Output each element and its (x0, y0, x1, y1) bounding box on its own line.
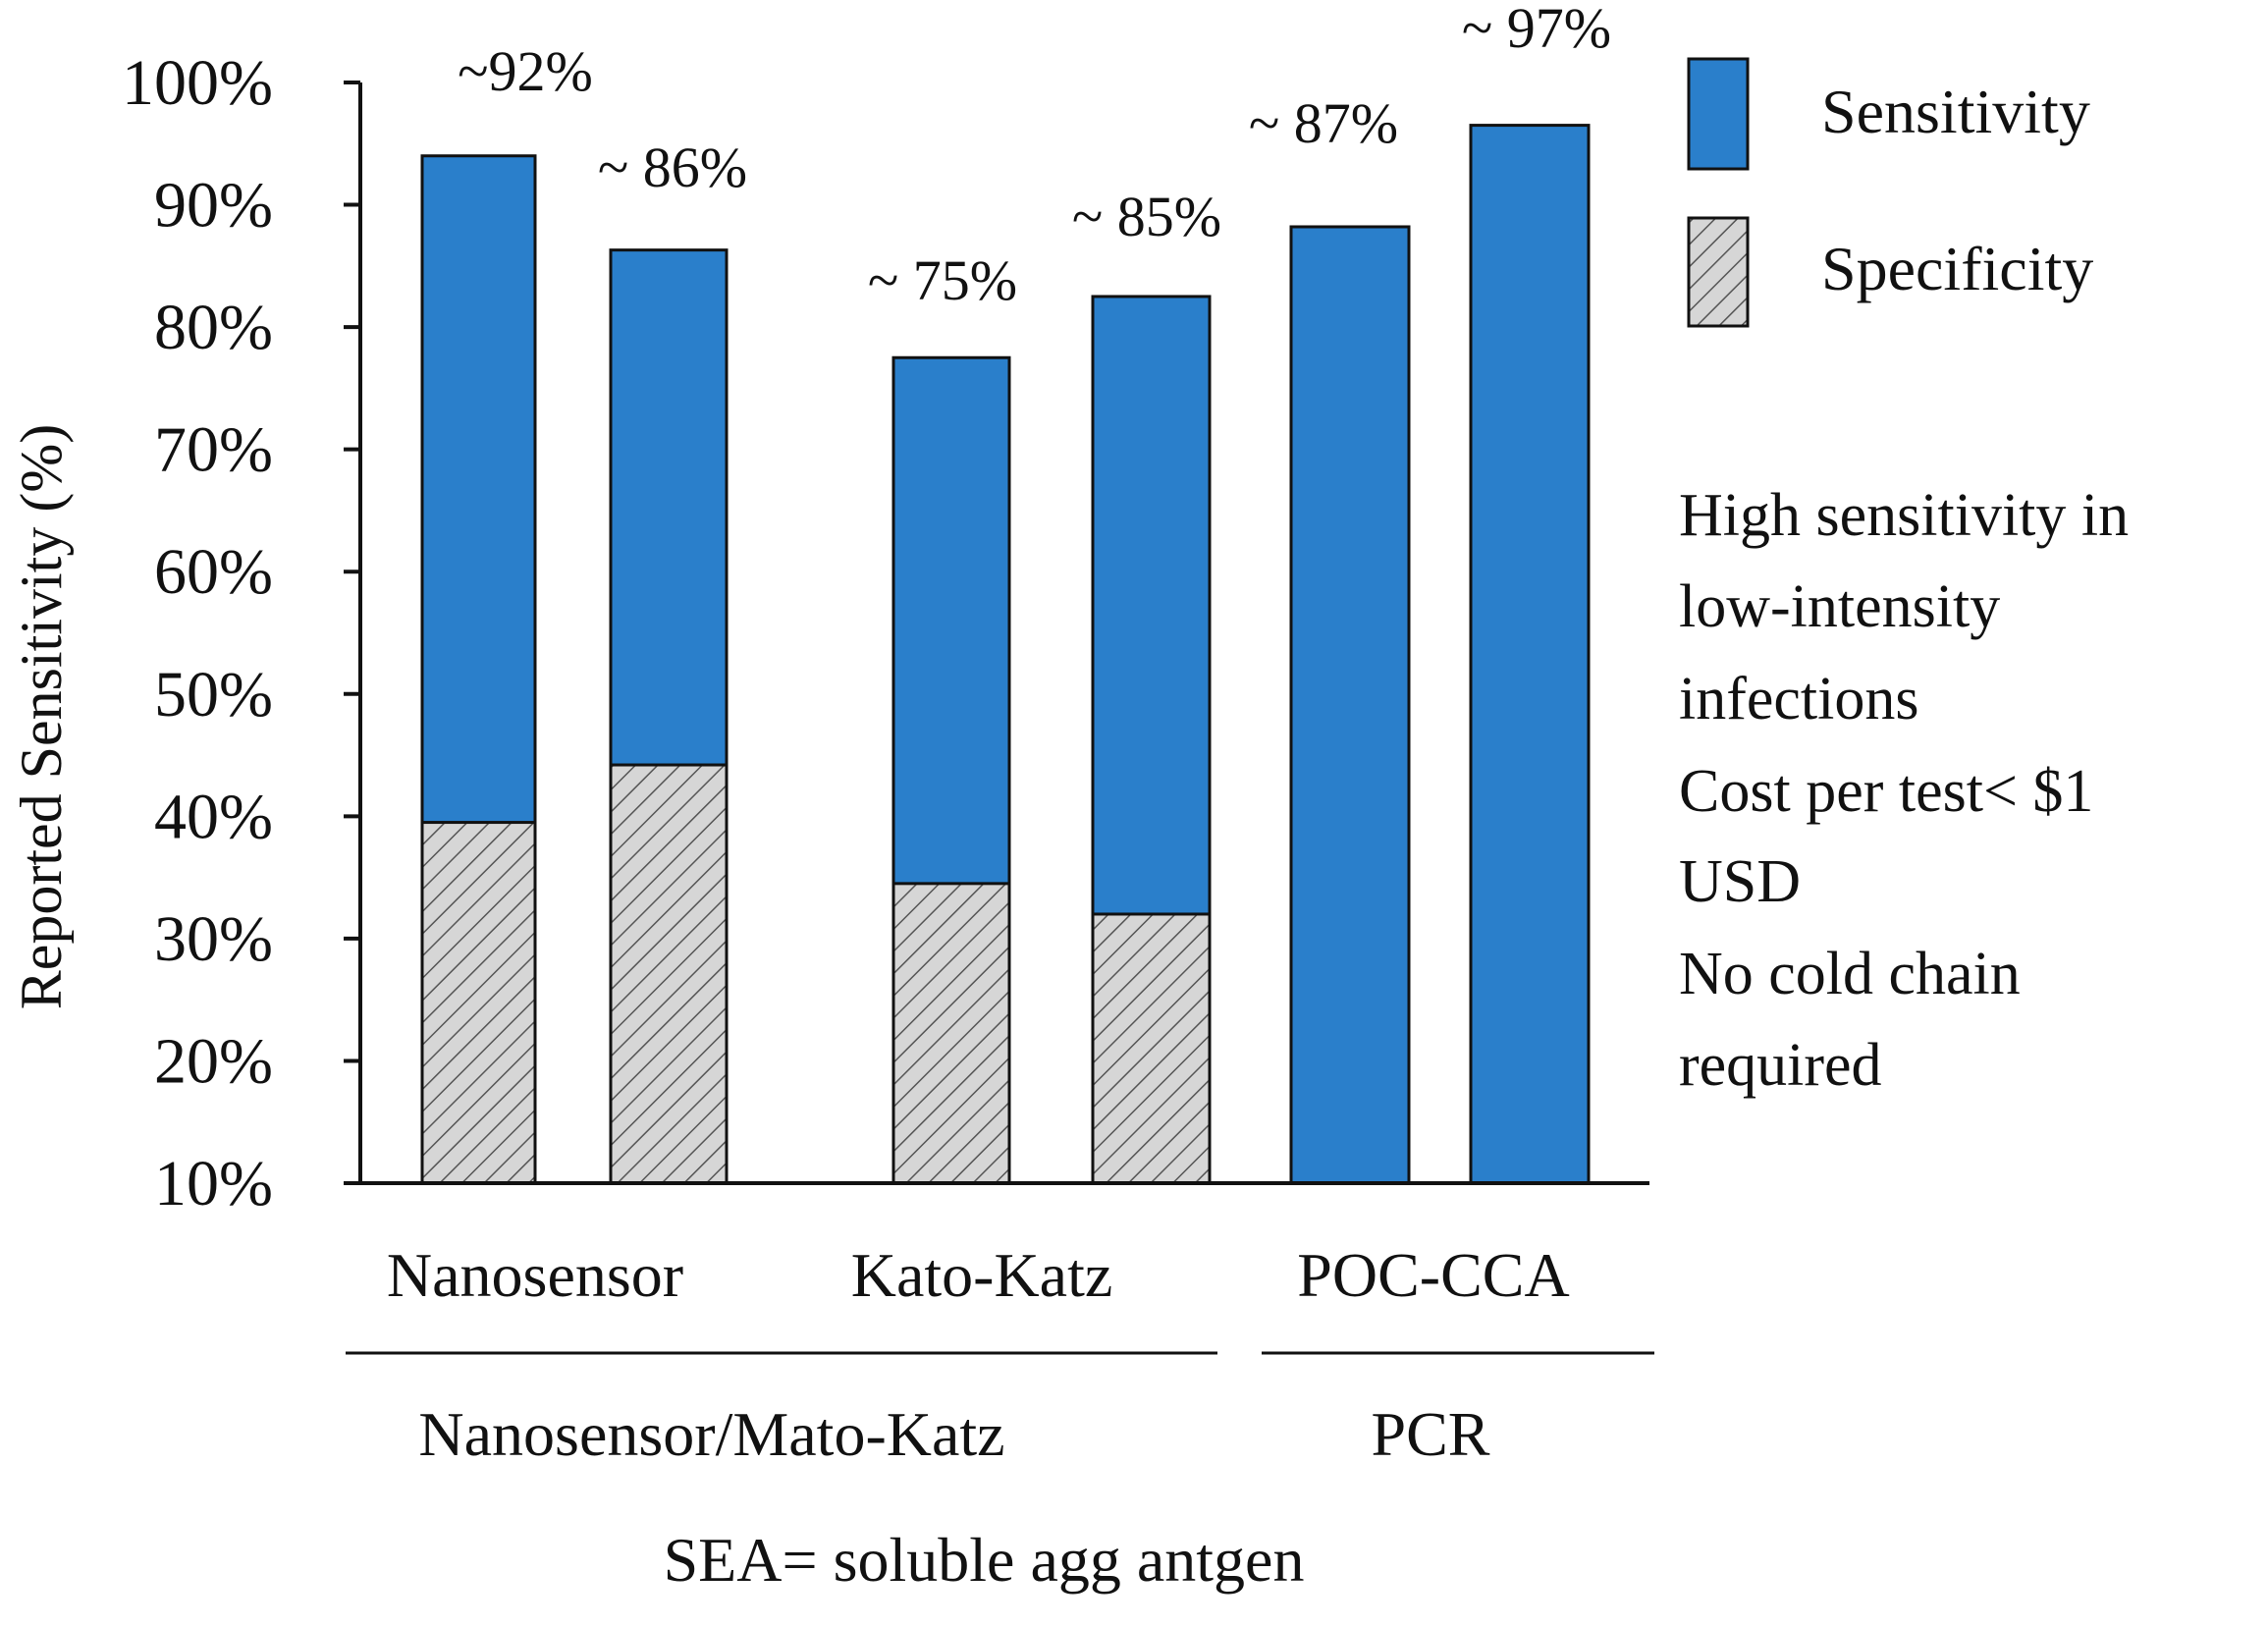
y-tick-label: 20% (154, 1025, 273, 1097)
y-axis-title: Reported Sensitivity (%) (9, 424, 74, 1010)
bar-sensitivity-poc-1 (1289, 225, 1411, 1185)
data-label-nano-2: ~ 86% (598, 136, 747, 199)
data-label-kato-1: ~ 75% (868, 248, 1017, 312)
category-label-kato-katz: Kato-Katz (851, 1240, 1113, 1310)
y-tick-label: 100% (122, 47, 273, 119)
group-label-nanosensor-mato-katz: Nanosensor/Mato-Katz (418, 1399, 1004, 1469)
legend-label-specificity: Specificity (1821, 234, 2093, 303)
bar-sensitivity-pcr-1 (1469, 124, 1591, 1185)
data-label-pcr-1: ~ 97% (1462, 0, 1611, 60)
category-label-poc-cca: POC-CCA (1297, 1240, 1569, 1310)
annotation: High sensitivity in low-intensity infect… (1679, 482, 2129, 1099)
y-tick-label: 70% (154, 414, 273, 486)
group-label-pcr: PCR (1372, 1399, 1490, 1469)
y-tick-label: 30% (154, 903, 273, 975)
legend-swatch-sensitivity (1687, 57, 1750, 171)
legend-label-sensitivity: Sensitivity (1821, 77, 2090, 146)
bar-specificity-nano-2 (609, 763, 729, 1185)
data-label-poc-1: ~ 87% (1249, 91, 1398, 155)
data-labels: ~92%~ 86% ~ 75% ~ 85% ~ 87% ~ 97% (458, 0, 1611, 312)
bar-specificity-kato-1 (891, 882, 1011, 1185)
category-label-nanosensor: Nanosensor (387, 1240, 683, 1310)
y-tick-label: 90% (154, 170, 273, 242)
y-tick-label: 80% (154, 292, 273, 363)
annotation-line: No cold chain (1679, 941, 2021, 1007)
bar-specificity-kato-2 (1091, 912, 1212, 1185)
legend-swatch-specificity (1687, 216, 1750, 328)
annotation-line: High sensitivity in (1679, 482, 2129, 549)
annotation-line: USD (1679, 848, 1801, 915)
y-tick-label: 10% (154, 1148, 273, 1220)
legend: Sensitivity Specificity (1687, 57, 2093, 328)
y-tick-label: 60% (154, 536, 273, 608)
data-label-nano-1: ~92% (458, 39, 593, 103)
footnote: SEA= soluble agg antgen (664, 1525, 1305, 1595)
annotation-line: low-intensity (1679, 573, 2000, 640)
annotation-line: required (1679, 1032, 1882, 1099)
y-tick-label: 40% (154, 781, 273, 852)
annotation-line: Cost per test< $1 (1679, 758, 2093, 825)
data-label-kato-2: ~ 85% (1072, 185, 1221, 248)
y-tick-labels: 10% 20% 30% 40% 50% 60% 70% 80% 90% 100% (122, 47, 360, 1220)
y-tick-label: 50% (154, 659, 273, 731)
bar-specificity-nano-1 (420, 821, 537, 1185)
annotation-line: infections (1679, 666, 1919, 732)
